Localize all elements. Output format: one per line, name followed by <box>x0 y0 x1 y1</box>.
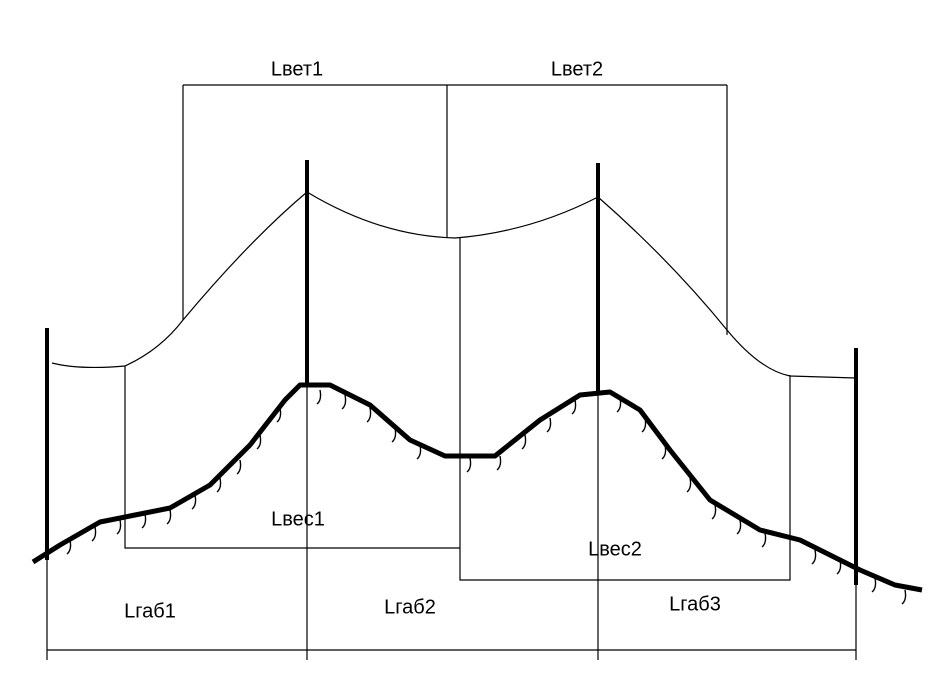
clearance-span-bracket <box>46 385 857 660</box>
span-label: Lгаб2 <box>384 596 436 618</box>
wire <box>51 191 857 379</box>
ground-profile <box>31 382 923 593</box>
span-label: Lгаб3 <box>669 593 721 615</box>
span-label: Lгаб1 <box>124 600 176 622</box>
span-label: Lвес2 <box>588 538 642 560</box>
ground-hatching <box>66 389 907 605</box>
weight-span-bracket <box>124 238 791 581</box>
span-label: Lвет1 <box>271 58 323 80</box>
wind-span-bracket <box>182 84 728 335</box>
span-label: Lвет2 <box>551 58 603 80</box>
span-label: Lвес1 <box>271 508 325 530</box>
